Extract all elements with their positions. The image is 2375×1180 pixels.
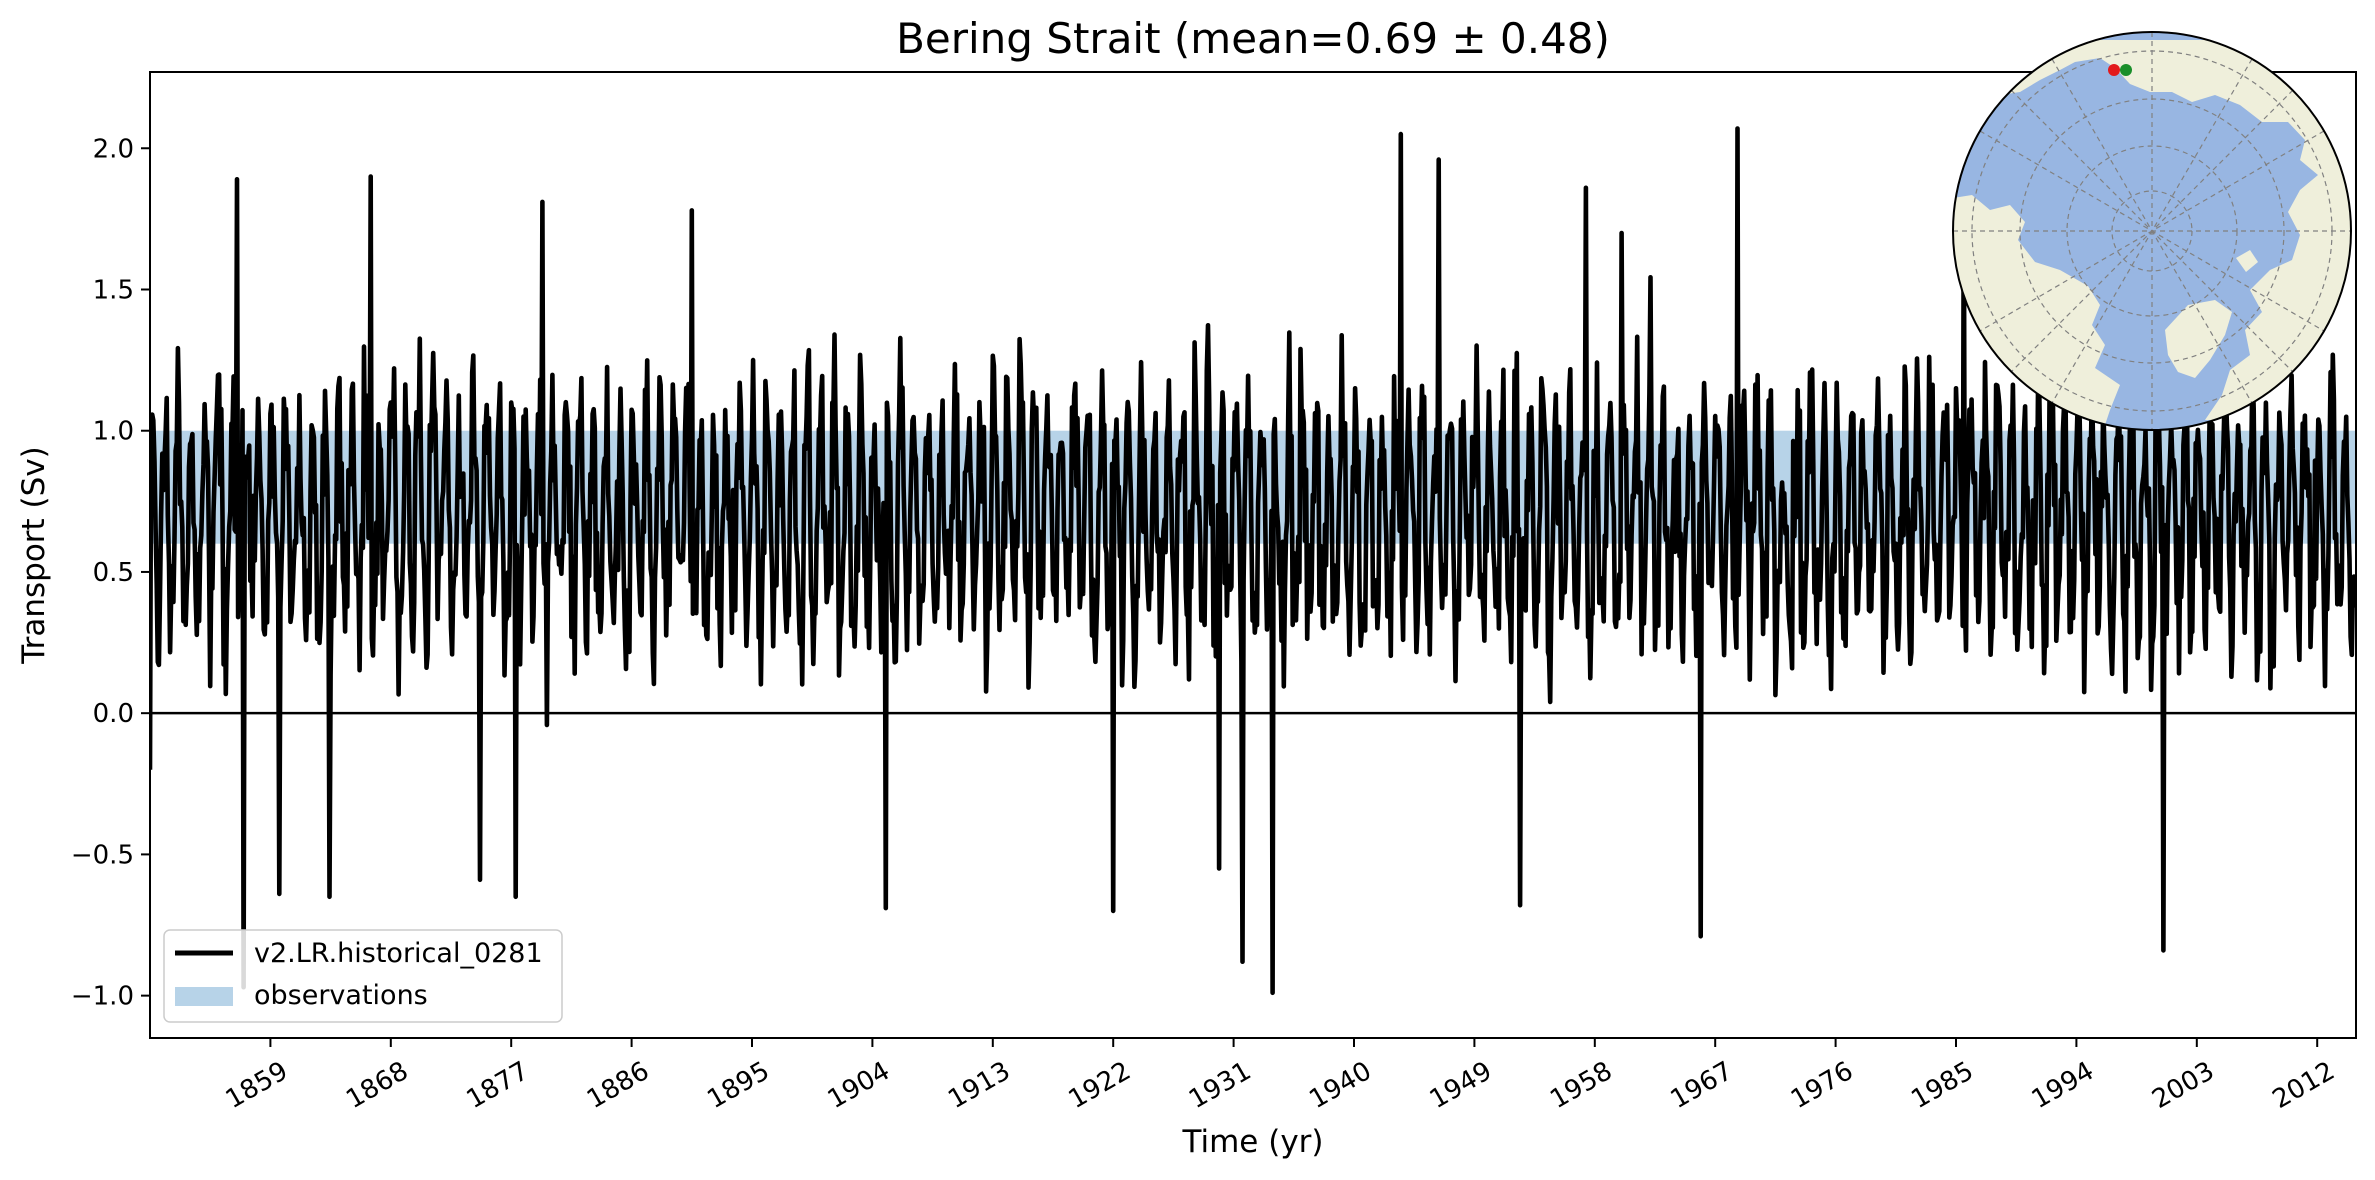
y-tick-label: 0.5 (93, 558, 134, 588)
y-tick-label: 0.0 (93, 699, 134, 729)
x-tick-label: 1994 (2027, 1056, 2099, 1115)
x-axis-label: Time (yr) (1182, 1124, 1324, 1160)
legend-band-swatch (175, 987, 233, 1006)
x-tick-label: 2003 (2147, 1056, 2219, 1115)
series-line-v2-lr-historical-0281 (150, 126, 2356, 996)
inset-map-land-eurasia (1953, 40, 2351, 420)
inset-map-marker-red (2108, 64, 2120, 76)
x-tick-label: 1859 (221, 1056, 293, 1115)
x-tick-label: 1985 (1906, 1056, 1978, 1115)
x-tick-label: 2012 (2268, 1056, 2340, 1115)
plot-frame (149, 71, 2357, 1039)
y-tick-label: −1.0 (71, 982, 134, 1012)
x-tick-label: 1976 (1786, 1056, 1858, 1115)
inset-map-land-greenland (2165, 300, 2232, 378)
x-tick-label: 1904 (823, 1056, 895, 1115)
legend-box (163, 929, 563, 1023)
inset-map-land-svalbard (2236, 250, 2258, 272)
x-tick-label: 1895 (702, 1056, 774, 1115)
chart-title: Bering Strait (mean=0.69 ± 0.48) (896, 14, 1610, 63)
inset-map (1952, 31, 2352, 431)
y-tick-label: 1.0 (93, 417, 134, 447)
x-tick-label: 1922 (1064, 1056, 1136, 1115)
y-tick-label: −0.5 (71, 840, 134, 870)
x-tick-label: 1958 (1545, 1056, 1617, 1115)
x-tick-label: 1886 (582, 1056, 654, 1115)
x-tick-label: 1967 (1666, 1056, 1738, 1115)
x-tick-label: 1868 (341, 1056, 413, 1115)
y-axis: −1.0 −0.5 0.0 0.5 1.0 1.5 2.0 (71, 134, 150, 1012)
y-tick-label: 2.0 (93, 134, 134, 164)
x-tick-label: 1940 (1304, 1056, 1376, 1115)
inset-map-marker-green (2120, 64, 2132, 76)
legend-label-observations: observations (254, 980, 428, 1011)
x-tick-label: 1949 (1425, 1056, 1497, 1115)
x-tick-label: 1877 (462, 1056, 534, 1115)
inset-map-edge (1952, 31, 2352, 431)
x-tick-label: 1931 (1184, 1056, 1256, 1115)
x-axis: 1859 1868 1877 1886 1895 1904 1913 1922 1931 1940… (221, 1038, 2340, 1115)
legend-label-series: v2.LR.historical_0281 (254, 938, 543, 969)
y-axis-label: Transport (Sv) (16, 446, 52, 665)
plot-area (150, 126, 2356, 996)
legend: v2.LR.historical_0281 observations (163, 929, 563, 1023)
y-tick-label: 1.5 (93, 275, 134, 305)
x-tick-label: 1913 (943, 1056, 1015, 1115)
